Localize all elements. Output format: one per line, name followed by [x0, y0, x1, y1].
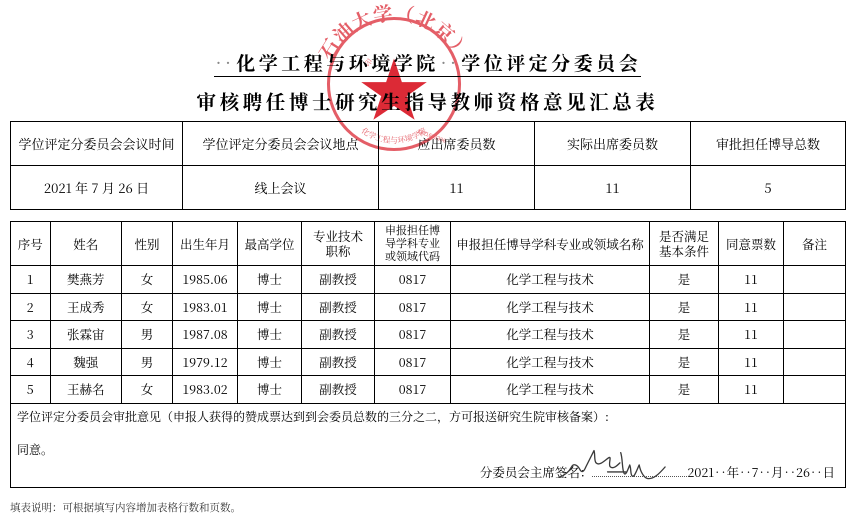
- svg-text:印: 印: [363, 57, 375, 69]
- svg-text:石油大学（北京）: 石油大学（北京）: [311, 0, 477, 64]
